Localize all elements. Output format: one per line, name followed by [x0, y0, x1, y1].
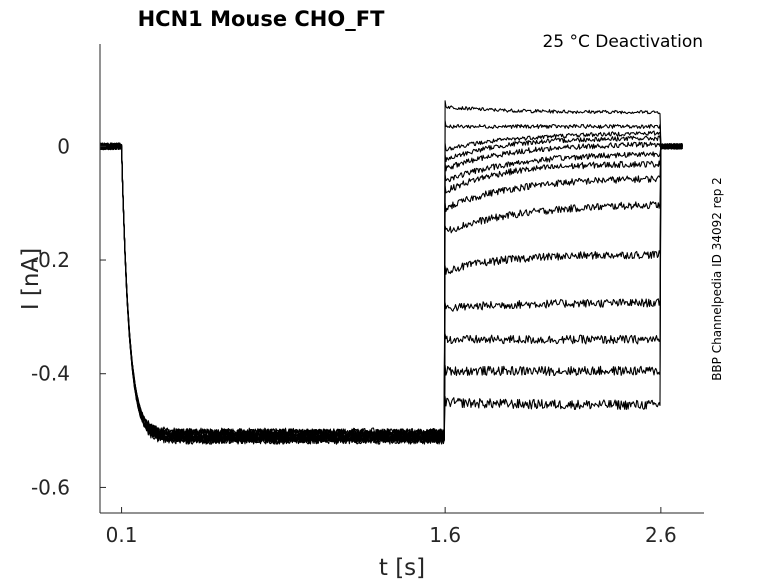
chart-title: HCN1 Mouse CHO_FT [138, 7, 385, 31]
current-trace [99, 142, 683, 438]
x-tick-label: 2.6 [645, 523, 677, 547]
x-ticks: 0.1 1.6 2.6 [106, 507, 677, 547]
y-ticks: 0 -0.2 -0.4 -0.6 [31, 134, 106, 499]
current-trace [99, 142, 683, 444]
x-tick-label: 1.6 [429, 523, 461, 547]
current-trace [99, 142, 683, 445]
axes: 0.1 1.6 2.6 0 -0.2 -0.4 -0.6 [31, 44, 704, 547]
y-axis-label: I [nA] [18, 248, 44, 310]
current-trace [99, 142, 683, 438]
current-trace [99, 142, 683, 445]
chart-subtitle: 25 °C Deactivation [542, 32, 703, 52]
x-axis-label: t [s] [379, 555, 425, 581]
current-trace [99, 135, 683, 441]
y-tick-label: -0.6 [31, 475, 70, 499]
current-trace [99, 142, 683, 442]
y-tick-label: 0 [57, 134, 70, 158]
side-label: BBP Channelpedia ID 34092 rep 2 [710, 177, 724, 381]
current-trace [99, 100, 683, 438]
current-trace [99, 142, 683, 444]
traces [99, 100, 683, 445]
y-tick-label: -0.2 [31, 248, 70, 272]
current-trace [99, 130, 683, 438]
x-tick-label: 0.1 [106, 523, 138, 547]
current-trace [99, 142, 683, 442]
current-trace [99, 142, 683, 437]
current-trace [99, 141, 683, 442]
y-tick-label: -0.4 [31, 362, 70, 386]
plot-area [99, 100, 683, 445]
current-trace [99, 120, 683, 442]
